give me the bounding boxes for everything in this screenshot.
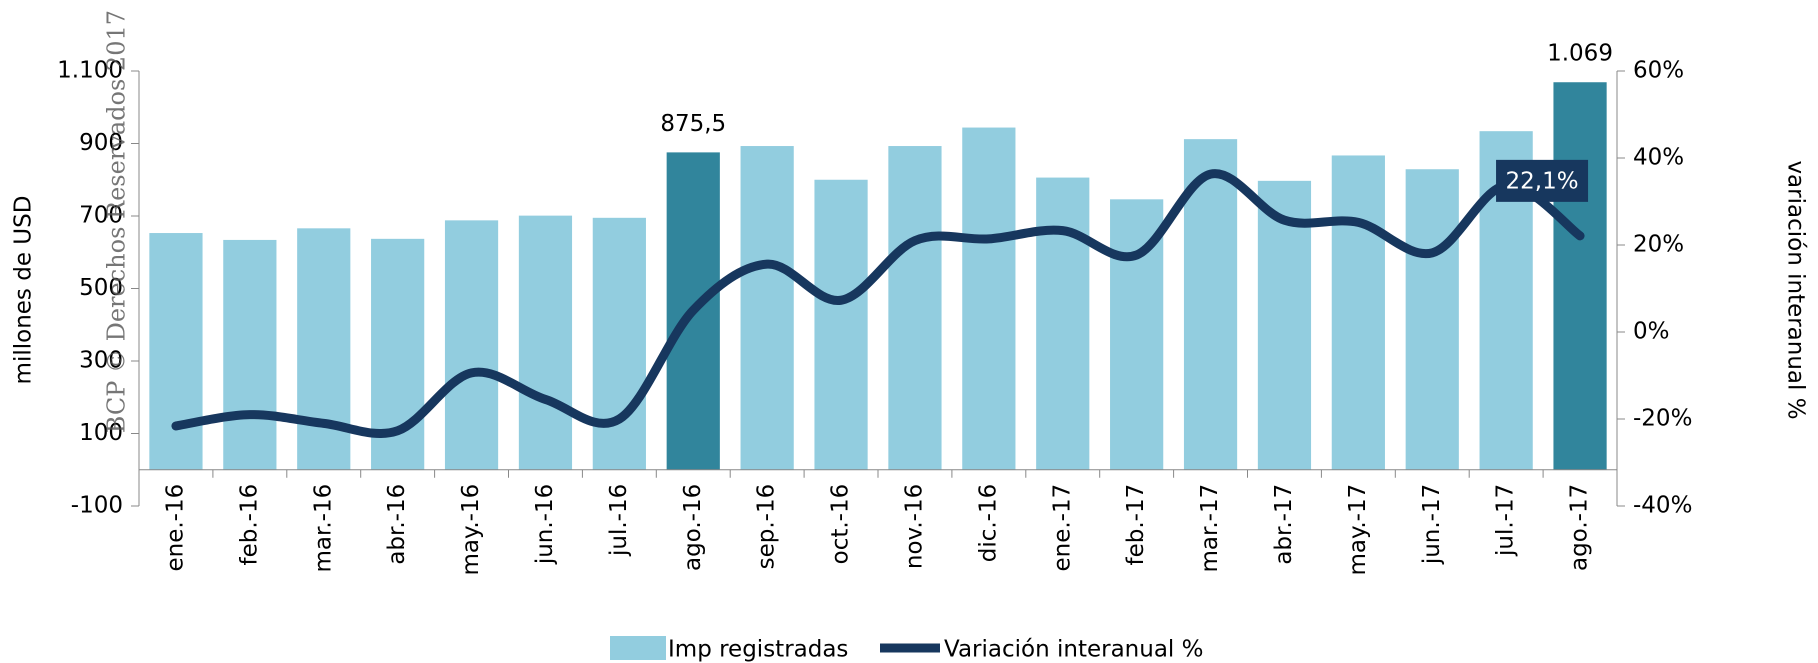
x-tick-label: dic.-16 (975, 484, 1001, 563)
data-label: 22,1% (1506, 168, 1579, 194)
data-label: 1.069 (1547, 41, 1613, 67)
x-tick-label: abr.-16 (384, 484, 410, 565)
x-tick-label: nov.-16 (901, 484, 927, 569)
x-tick-label: ago.-16 (680, 484, 706, 571)
x-tick-label: may.-16 (458, 484, 484, 576)
x-tick-label: jul.-17 (1493, 484, 1519, 557)
x-tick-label: ago.-17 (1567, 484, 1593, 571)
bar (888, 146, 942, 470)
bar (1036, 177, 1090, 470)
y2-tick-label: 40% (1633, 145, 1684, 171)
x-tick-label: feb.-16 (236, 484, 262, 566)
bar (1331, 155, 1385, 470)
bar (592, 217, 646, 470)
y-tick-label: 300 (79, 348, 123, 374)
x-tick-label: ene.-16 (162, 484, 188, 572)
x-tick-label: may.-17 (1345, 484, 1371, 576)
y-tick-label: 700 (79, 203, 123, 229)
x-tick-label: ene.-17 (1049, 484, 1075, 572)
bar (297, 228, 351, 470)
y-axis-label: millones de USD (11, 196, 37, 385)
y2-tick-label: 60% (1633, 58, 1684, 84)
x-tick-label: mar.-17 (1197, 484, 1223, 573)
bar (1183, 139, 1238, 470)
x-tick-label: feb.-17 (1123, 484, 1149, 566)
y2-axis-label: variación interanual % (1783, 160, 1809, 419)
bar (518, 215, 573, 470)
bar (223, 239, 277, 470)
x-tick-label: sep.-16 (754, 484, 780, 570)
data-label: 875,5 (660, 111, 726, 137)
line (171, 169, 1585, 439)
y-tick-label: 500 (79, 275, 123, 301)
y2-tick-label: -40% (1633, 493, 1692, 519)
y2-tick-label: 20% (1633, 232, 1684, 258)
legend-label: Variación interanual % (944, 637, 1203, 663)
bar (1553, 82, 1607, 470)
y-tick-label: 1.100 (57, 58, 123, 84)
y2-tick-label: 0% (1633, 319, 1670, 345)
y2-tick-label: -20% (1633, 406, 1692, 432)
x-tick-label: mar.-16 (310, 484, 336, 573)
x-tick-label: abr.-17 (1271, 484, 1297, 565)
bar (962, 127, 1016, 470)
bar (1257, 180, 1312, 470)
bar (814, 179, 868, 470)
x-tick-label: jun.-16 (532, 484, 558, 565)
data-label-box (1496, 159, 1589, 202)
x-tick-label: jun.-17 (1419, 484, 1445, 565)
x-tick-label: jul.-16 (606, 484, 632, 557)
bar (1405, 169, 1459, 470)
legend-label: Imp registradas (668, 637, 848, 663)
y-tick-label: 100 (79, 420, 123, 446)
bar (740, 146, 794, 470)
bar (444, 220, 499, 470)
legend-swatch (610, 636, 666, 660)
bar (149, 233, 203, 470)
y-tick-label: -100 (71, 493, 123, 519)
x-tick-label: oct.-16 (828, 484, 854, 565)
y-tick-label: 900 (79, 130, 123, 156)
watermark: BCP © Derechos Reservados 2017 (103, 10, 131, 433)
